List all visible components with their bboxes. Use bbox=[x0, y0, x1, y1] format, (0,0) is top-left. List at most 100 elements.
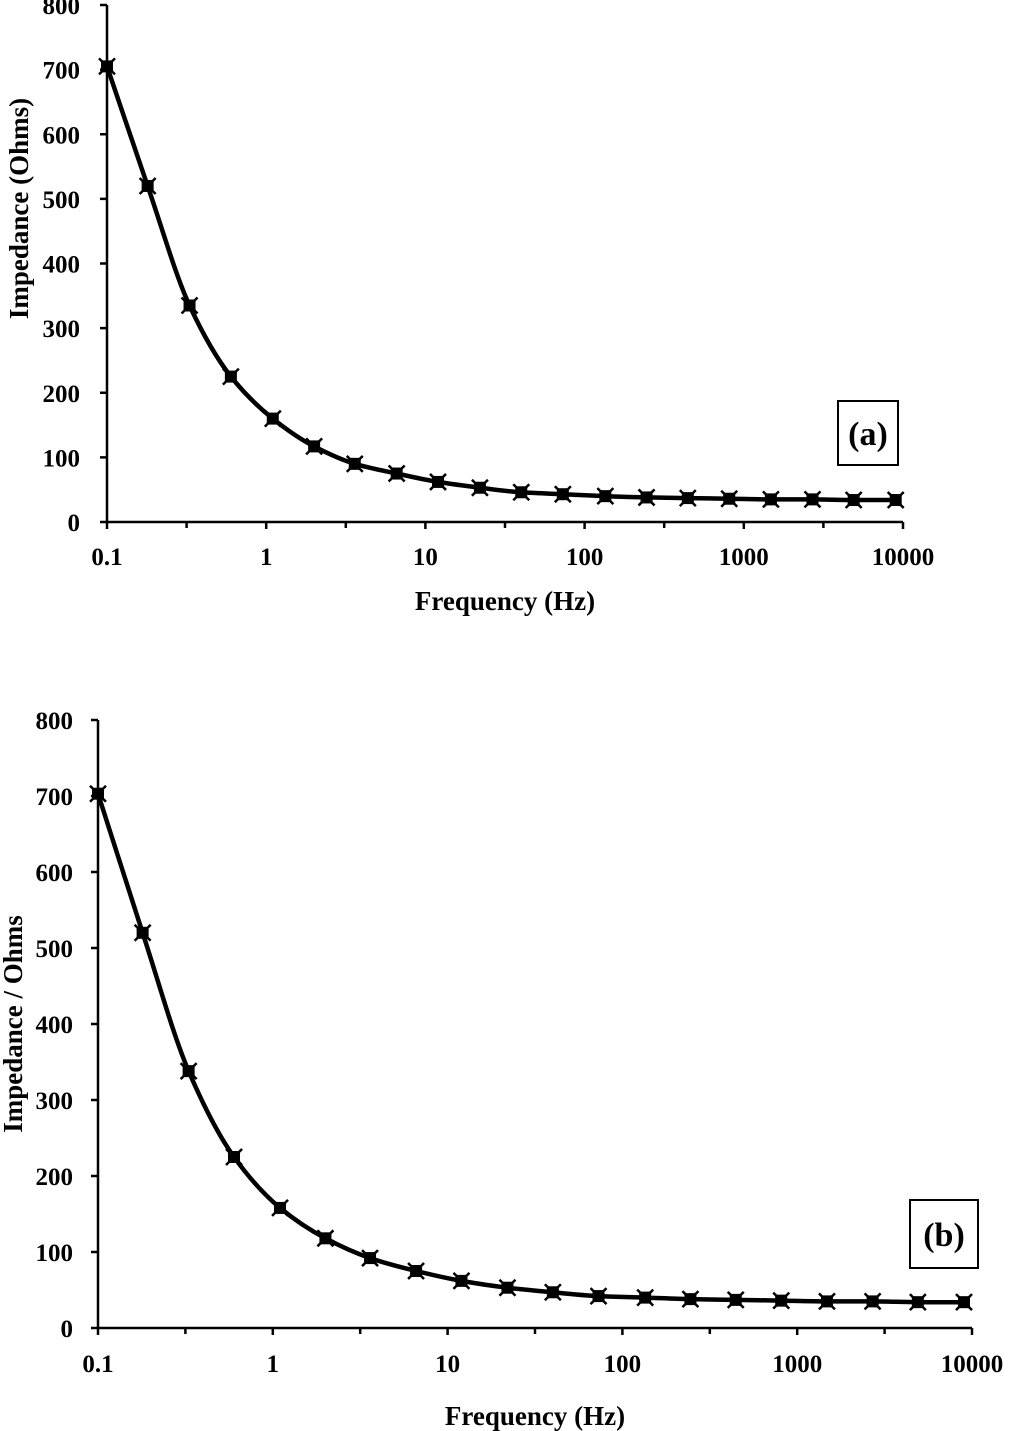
y-tick-label: 700 bbox=[43, 58, 81, 85]
chart-panel-b: 0 100 200 300 400 500 600 700 800 0.1 1 10 100 1000 10… bbox=[0, 708, 1003, 1431]
y-tick-label: 100 bbox=[43, 445, 81, 472]
point-cross bbox=[553, 485, 572, 504]
y-tick-label: 100 bbox=[36, 1240, 74, 1267]
point-cross bbox=[543, 1283, 562, 1302]
data-point bbox=[553, 485, 572, 504]
y-tick-label: 300 bbox=[36, 1088, 74, 1115]
data-point bbox=[637, 488, 656, 507]
data-point bbox=[720, 489, 739, 508]
data-point bbox=[636, 1288, 655, 1307]
point-cross bbox=[316, 1229, 335, 1248]
data-point bbox=[596, 487, 615, 506]
x-tick-label: 10000 bbox=[941, 1351, 1004, 1378]
x-tick-label: 1 bbox=[267, 1351, 280, 1378]
y-tick-label: 400 bbox=[43, 252, 81, 279]
point-cross bbox=[803, 490, 822, 509]
data-point bbox=[89, 784, 107, 803]
point-cross bbox=[589, 1287, 608, 1305]
point-cross bbox=[772, 1291, 791, 1310]
panel-label: (a) bbox=[848, 416, 888, 453]
data-point bbox=[589, 1287, 608, 1305]
y-tick-label: 800 bbox=[36, 708, 74, 735]
data-point bbox=[498, 1278, 517, 1297]
data-point bbox=[263, 409, 282, 428]
point-cross bbox=[225, 1148, 243, 1166]
data-point bbox=[452, 1271, 471, 1290]
data-point bbox=[271, 1199, 289, 1217]
x-tick-label: 1 bbox=[260, 544, 273, 571]
x-tick-label: 1000 bbox=[719, 544, 769, 571]
x-tick-label: 100 bbox=[604, 1351, 642, 1378]
y-tick-label: 600 bbox=[36, 860, 74, 887]
point-cross bbox=[498, 1278, 517, 1297]
point-cross bbox=[908, 1293, 927, 1312]
point-cross bbox=[955, 1293, 973, 1312]
point-cross bbox=[407, 1262, 425, 1280]
point-cross bbox=[596, 487, 615, 506]
data-point bbox=[407, 1262, 425, 1280]
panel-label-box bbox=[837, 400, 899, 466]
y-tick-label: 0 bbox=[61, 1316, 74, 1343]
y-tick-label: 500 bbox=[43, 187, 81, 214]
y-tick-label: 600 bbox=[43, 122, 81, 149]
point-cross bbox=[221, 367, 240, 386]
point-cross bbox=[886, 491, 905, 509]
y-tick-label: 700 bbox=[36, 784, 74, 811]
data-point bbox=[305, 437, 324, 456]
point-cross bbox=[726, 1290, 745, 1309]
point-cross bbox=[138, 177, 157, 195]
data-point bbox=[98, 57, 116, 76]
point-cross bbox=[345, 454, 364, 473]
series-line bbox=[104, 64, 898, 503]
data-point bbox=[512, 483, 531, 502]
chart-panel-a: 0 100 200 300 400 500 600 700 800 0.1 1 10 100 1000 10… bbox=[4, 0, 934, 616]
data-point bbox=[762, 490, 780, 509]
point-cross bbox=[98, 57, 116, 76]
y-tick-label: 0 bbox=[68, 510, 81, 537]
point-cross bbox=[720, 489, 739, 508]
point-cross bbox=[263, 409, 282, 428]
y-tick-label: 300 bbox=[43, 316, 81, 343]
point-cross bbox=[452, 1271, 471, 1290]
y-tick-label: 200 bbox=[36, 1164, 74, 1191]
data-point bbox=[803, 490, 822, 509]
y-tick-label: 200 bbox=[43, 381, 81, 408]
x-axis-title: Frequency (Hz) bbox=[415, 586, 595, 616]
x-axis-title: Frequency (Hz) bbox=[445, 1401, 625, 1431]
data-point bbox=[818, 1292, 836, 1311]
point-cross bbox=[133, 923, 152, 942]
point-cross bbox=[271, 1199, 289, 1217]
data-point bbox=[316, 1229, 335, 1248]
data-point bbox=[133, 923, 152, 942]
data-point bbox=[772, 1291, 791, 1310]
y-tick-label: 400 bbox=[36, 1012, 74, 1039]
point-cross bbox=[762, 490, 780, 509]
data-point bbox=[179, 1062, 198, 1081]
panel-label: (b) bbox=[923, 1217, 965, 1254]
point-cross bbox=[429, 473, 447, 491]
data-point bbox=[361, 1249, 379, 1267]
data-point bbox=[387, 464, 406, 483]
series-line bbox=[95, 791, 967, 1305]
x-tick-label: 10 bbox=[413, 544, 438, 571]
data-point bbox=[138, 177, 157, 195]
data-point bbox=[863, 1292, 882, 1311]
point-cross bbox=[637, 488, 656, 507]
point-cross bbox=[387, 464, 406, 483]
point-cross bbox=[681, 1290, 700, 1309]
point-cross bbox=[636, 1288, 655, 1307]
data-point bbox=[471, 478, 489, 497]
y-tick-label: 500 bbox=[36, 936, 74, 963]
data-point bbox=[221, 367, 240, 386]
point-cross bbox=[844, 491, 863, 509]
data-point bbox=[844, 491, 863, 509]
x-tick-label: 0.1 bbox=[82, 1351, 113, 1378]
point-cross bbox=[818, 1292, 836, 1311]
data-point bbox=[225, 1148, 243, 1166]
point-cross bbox=[305, 437, 324, 456]
data-point bbox=[180, 296, 199, 315]
data-point bbox=[908, 1293, 927, 1312]
point-cross bbox=[863, 1292, 882, 1311]
data-point bbox=[726, 1290, 745, 1309]
y-axis-title: Impedance (Ohms) bbox=[4, 98, 34, 319]
